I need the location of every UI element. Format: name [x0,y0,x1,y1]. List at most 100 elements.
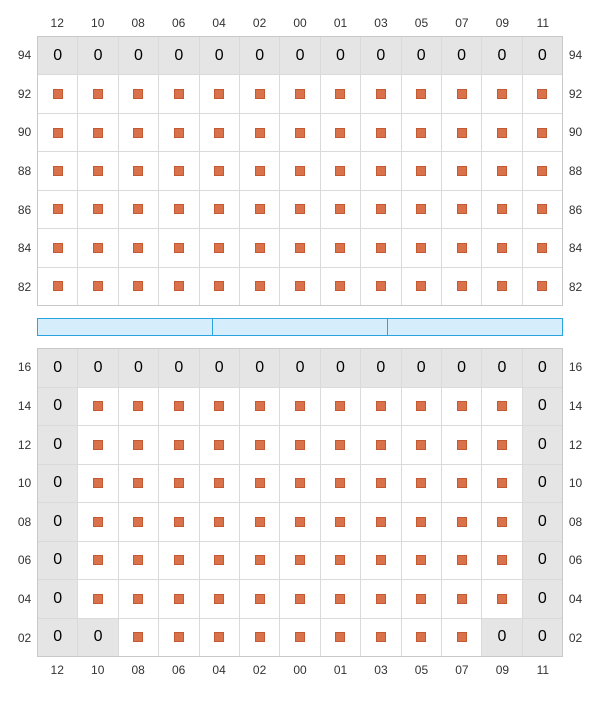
seat[interactable] [523,191,562,228]
seat[interactable] [442,229,482,266]
seat[interactable] [321,503,361,541]
seat[interactable] [240,580,280,618]
seat[interactable] [280,426,320,464]
seat[interactable] [361,229,401,266]
seat[interactable] [119,465,159,503]
seat[interactable] [280,542,320,580]
seat[interactable] [321,191,361,228]
seat[interactable] [200,229,240,266]
seat[interactable] [200,580,240,618]
seat[interactable] [280,229,320,266]
seat[interactable] [119,426,159,464]
seat[interactable] [38,229,78,266]
seat[interactable] [482,503,522,541]
seat[interactable] [321,388,361,426]
seat[interactable] [240,388,280,426]
seat[interactable] [78,152,118,189]
seat[interactable] [200,503,240,541]
seat[interactable] [200,114,240,151]
seat[interactable] [442,191,482,228]
seat[interactable] [38,191,78,228]
seat[interactable] [200,542,240,580]
seat[interactable] [159,75,199,112]
seat[interactable] [402,619,442,657]
seat[interactable] [280,503,320,541]
seat[interactable] [119,152,159,189]
seat[interactable] [402,388,442,426]
seat[interactable] [442,426,482,464]
seat[interactable] [159,580,199,618]
seat[interactable] [523,75,562,112]
seat[interactable] [402,503,442,541]
seat[interactable] [442,542,482,580]
seat[interactable] [78,191,118,228]
seat[interactable] [482,268,522,305]
seat[interactable] [442,619,482,657]
seat[interactable] [442,388,482,426]
seat[interactable] [78,542,118,580]
seat[interactable] [402,542,442,580]
seat[interactable] [78,388,118,426]
seat[interactable] [482,229,522,266]
seat[interactable] [402,268,442,305]
seat[interactable] [200,465,240,503]
seat[interactable] [361,426,401,464]
seat[interactable] [159,191,199,228]
seat[interactable] [361,152,401,189]
seat[interactable] [442,268,482,305]
seat[interactable] [321,465,361,503]
seat[interactable] [321,580,361,618]
seat[interactable] [321,542,361,580]
seat[interactable] [240,268,280,305]
seat[interactable] [119,268,159,305]
seat[interactable] [442,580,482,618]
seat[interactable] [402,580,442,618]
seat[interactable] [361,114,401,151]
seat[interactable] [361,268,401,305]
seat[interactable] [119,580,159,618]
seat[interactable] [361,503,401,541]
seat[interactable] [361,542,401,580]
seat[interactable] [280,191,320,228]
seat[interactable] [200,388,240,426]
seat[interactable] [442,465,482,503]
seat[interactable] [200,268,240,305]
seat[interactable] [240,503,280,541]
seat[interactable] [402,229,442,266]
seat[interactable] [321,75,361,112]
seat[interactable] [78,426,118,464]
seat[interactable] [402,114,442,151]
seat[interactable] [523,152,562,189]
seat[interactable] [200,619,240,657]
seat[interactable] [442,503,482,541]
seat[interactable] [523,114,562,151]
seat[interactable] [321,268,361,305]
seat[interactable] [280,388,320,426]
seat[interactable] [361,388,401,426]
seat[interactable] [280,75,320,112]
seat[interactable] [159,619,199,657]
seat[interactable] [482,191,522,228]
seat[interactable] [280,465,320,503]
seat[interactable] [402,426,442,464]
seat[interactable] [78,114,118,151]
seat[interactable] [482,152,522,189]
seat[interactable] [200,191,240,228]
seat[interactable] [240,114,280,151]
seat[interactable] [361,619,401,657]
seat[interactable] [482,542,522,580]
seat[interactable] [78,75,118,112]
seat[interactable] [38,114,78,151]
seat[interactable] [240,426,280,464]
seat[interactable] [402,75,442,112]
seat[interactable] [442,152,482,189]
seat[interactable] [402,465,442,503]
seat[interactable] [119,75,159,112]
seat[interactable] [159,388,199,426]
seat[interactable] [240,465,280,503]
seat[interactable] [200,75,240,112]
seat[interactable] [280,580,320,618]
seat[interactable] [280,619,320,657]
seat[interactable] [482,388,522,426]
seat[interactable] [200,152,240,189]
